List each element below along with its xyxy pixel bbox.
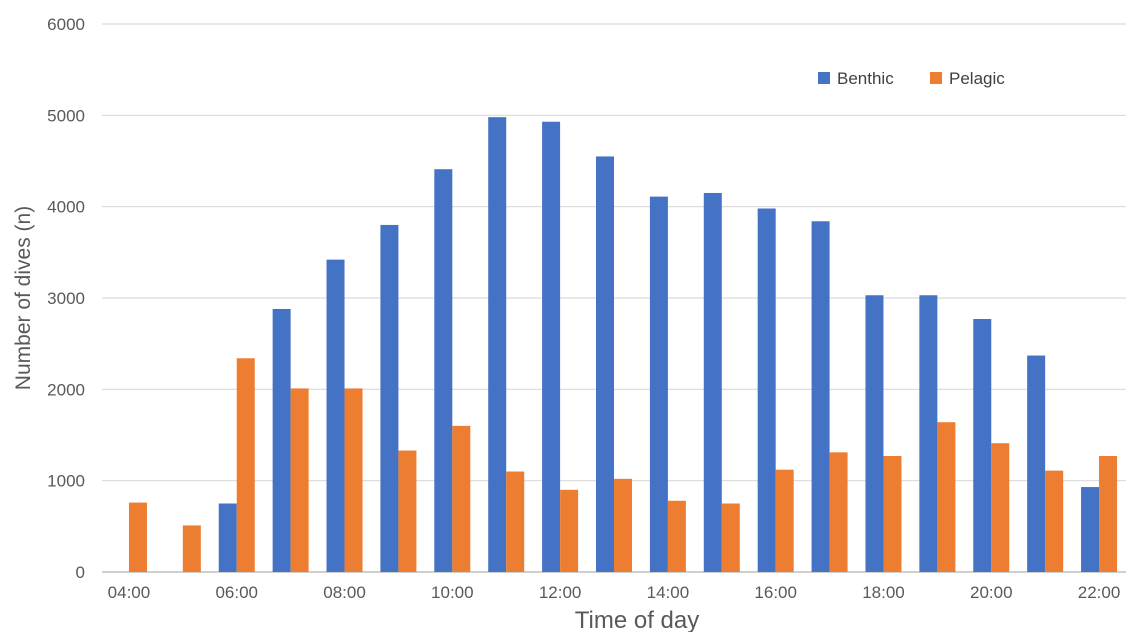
bar-pelagic xyxy=(182,525,201,572)
bar-benthic xyxy=(272,308,291,572)
bar-benthic xyxy=(649,196,668,572)
x-axis-title: Time of day xyxy=(575,607,700,632)
bar-pelagic xyxy=(506,471,525,572)
x-tick-label: 16:00 xyxy=(754,583,797,602)
bar-pelagic xyxy=(829,452,848,572)
legend-label-pelagic: Pelagic xyxy=(949,69,1005,88)
x-tick-label: 08:00 xyxy=(323,583,366,602)
bar-pelagic xyxy=(290,388,309,572)
y-axis-ticks: 0 1000 2000 3000 4000 5000 6000 xyxy=(47,15,85,582)
bar-benthic xyxy=(380,224,399,572)
bar-pelagic xyxy=(991,443,1010,572)
legend: Benthic Pelagic xyxy=(818,69,1005,88)
bar-pelagic xyxy=(236,358,255,572)
y-tick-label: 2000 xyxy=(47,380,85,399)
bar-pelagic xyxy=(452,425,471,572)
bar-pelagic xyxy=(128,502,147,572)
bar-pelagic xyxy=(1099,456,1118,572)
bar-benthic xyxy=(865,295,884,572)
bar-benthic xyxy=(326,259,345,572)
bar-pelagic xyxy=(883,456,902,572)
y-axis-title: Number of dives (n) xyxy=(12,206,35,390)
bar-pelagic xyxy=(721,503,740,572)
x-axis-ticks: 04:00 06:00 08:00 10:00 12:00 14:00 16:00 18:00… xyxy=(108,583,1121,602)
bar-pelagic xyxy=(775,469,794,572)
bar-pelagic xyxy=(560,489,579,572)
x-tick-label: 14:00 xyxy=(647,583,690,602)
legend-label-benthic: Benthic xyxy=(837,69,894,88)
bar-pelagic xyxy=(344,388,363,572)
y-tick-label: 1000 xyxy=(47,472,85,491)
bar-benthic xyxy=(919,295,938,572)
x-tick-label: 20:00 xyxy=(970,583,1013,602)
x-tick-label: 18:00 xyxy=(862,583,905,602)
x-tick-label: 06:00 xyxy=(215,583,258,602)
bar-benthic xyxy=(757,208,776,572)
bar-pelagic xyxy=(398,450,417,572)
x-tick-label: 22:00 xyxy=(1078,583,1121,602)
bar-benthic xyxy=(973,319,992,572)
y-tick-label: 3000 xyxy=(47,289,85,308)
bar-benthic xyxy=(488,117,507,572)
bar-benthic xyxy=(596,156,614,572)
bars xyxy=(128,117,1118,572)
bar-benthic xyxy=(218,503,237,572)
y-tick-label: 0 xyxy=(76,563,85,582)
y-tick-label: 6000 xyxy=(47,15,85,34)
bar-pelagic xyxy=(937,422,956,572)
y-tick-label: 5000 xyxy=(47,106,85,125)
bar-pelagic xyxy=(614,478,632,572)
bar-benthic xyxy=(703,192,722,572)
bar-benthic xyxy=(434,169,453,572)
bar-benthic xyxy=(542,121,561,572)
bar-benthic xyxy=(1081,487,1100,572)
bar-pelagic xyxy=(1045,470,1064,572)
x-tick-label: 12:00 xyxy=(539,583,582,602)
legend-swatch-benthic xyxy=(818,72,830,84)
x-tick-label: 04:00 xyxy=(108,583,151,602)
y-tick-label: 4000 xyxy=(47,198,85,217)
x-tick-label: 10:00 xyxy=(431,583,474,602)
legend-swatch-pelagic xyxy=(930,72,942,84)
bar-benthic xyxy=(811,221,830,572)
bar-pelagic xyxy=(667,500,686,572)
bar-benthic xyxy=(1027,355,1046,572)
